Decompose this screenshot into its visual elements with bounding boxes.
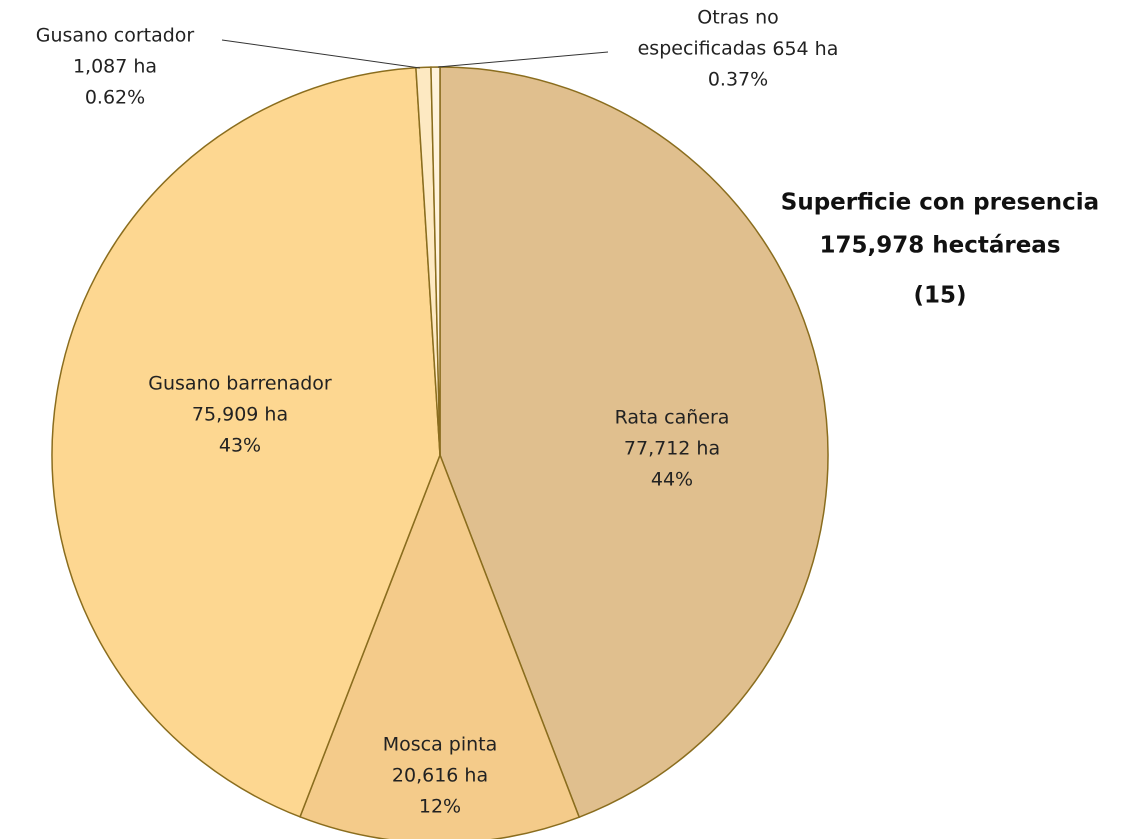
slice-label: Gusano cortador (36, 25, 195, 47)
slice-label: especificadas 654 ha (638, 38, 839, 60)
chart-note: (15) (913, 283, 966, 309)
slice-label: Gusano barrenador (148, 373, 332, 395)
chart-title: 175,978 hectáreas (819, 233, 1060, 259)
value-label: 75,909 ha (192, 404, 288, 426)
chart-title: Superficie con presencia (781, 190, 1099, 216)
leader-line (437, 51, 609, 68)
pie-slice (439, 66, 829, 819)
percent-label: 0.37% (708, 69, 768, 91)
percent-label: 43% (219, 435, 261, 457)
pie (51, 66, 829, 839)
leader-line (221, 39, 421, 69)
percent-label: 12% (419, 796, 461, 818)
slice-label: Rata cañera (615, 407, 730, 429)
slice-label: Mosca pinta (383, 734, 498, 756)
percent-label: 0.62% (85, 87, 145, 109)
value-label: 77,712 ha (624, 438, 720, 460)
slice-label: Otras no (697, 7, 778, 29)
value-label: 20,616 ha (392, 765, 488, 787)
percent-label: 44% (651, 469, 693, 491)
pie-slice (51, 66, 441, 818)
value-label: 654 ha (772, 38, 838, 60)
value-label: 1,087 ha (73, 56, 157, 78)
pie-slice (299, 452, 581, 839)
